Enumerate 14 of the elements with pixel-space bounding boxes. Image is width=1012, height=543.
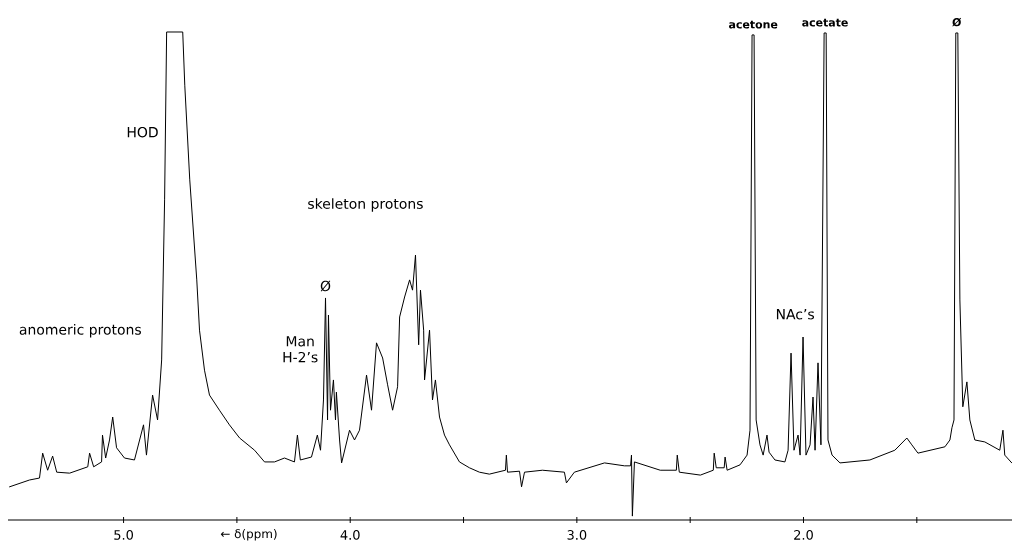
annotation: Man H-2’s	[283, 336, 318, 363]
annotation: Ø	[320, 280, 331, 292]
annotation: NAc’s	[776, 309, 815, 320]
x-tick-label: 3.0	[567, 530, 587, 540]
annotation: skeleton protons	[308, 198, 423, 212]
x-tick-label: 4.0	[340, 530, 360, 540]
x-tick-label: 5.0	[114, 530, 133, 540]
annotation: anomeric protons	[19, 324, 141, 338]
annotation: Ø	[952, 17, 962, 27]
x-axis-title: ← δ(ppm)	[220, 529, 277, 541]
annotation: HOD	[127, 126, 158, 138]
annotation: acetone	[728, 20, 778, 29]
annotation: acetate	[802, 18, 848, 27]
x-tick-label: 2.0	[794, 530, 813, 540]
